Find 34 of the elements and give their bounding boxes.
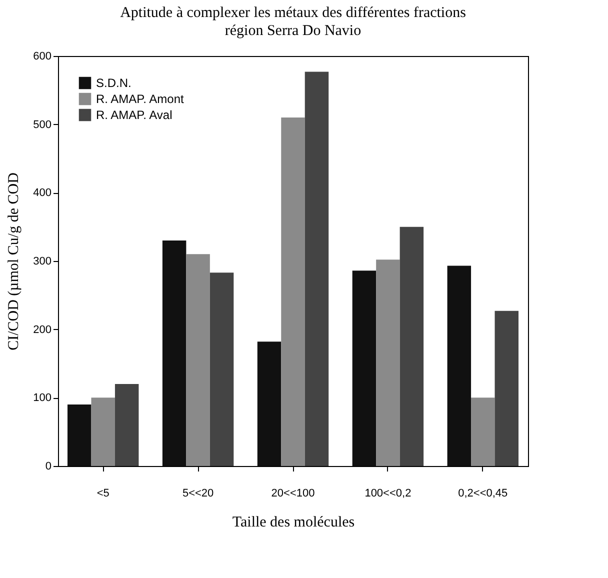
bar [281, 118, 305, 466]
chart-subtitle: région Serra Do Navio [224, 23, 362, 39]
bar [67, 404, 92, 466]
bar [447, 266, 472, 466]
bar [162, 240, 186, 466]
bar [114, 384, 139, 466]
x-tick-label: 20<<100 [271, 488, 315, 500]
y-axis-title: CI/COD (µmol Cu/g de COD [6, 172, 22, 350]
x-tick-label: 5<<20 [182, 488, 214, 500]
y-tick-label: 100 [33, 392, 52, 404]
bar [494, 310, 519, 466]
x-axis-title: Taille des molécules [232, 514, 355, 530]
bar [257, 342, 282, 466]
bar [91, 398, 115, 466]
y-tick-label: 200 [33, 324, 52, 336]
y-tick-label: 600 [33, 50, 52, 62]
y-tick-label: 0 [45, 460, 52, 472]
x-tick-label: 100<<0,2 [364, 488, 412, 500]
legend-label: R. AMAP. Amont [96, 92, 184, 106]
bar [376, 260, 400, 466]
x-tick-label: 0,2<<0,45 [458, 488, 508, 500]
y-tick-label: 300 [33, 256, 52, 268]
legend-label: S.D.N. [96, 76, 132, 90]
legend-label: R. AMAP. Aval [96, 108, 172, 122]
y-tick-label: 500 [33, 118, 52, 131]
bar [400, 226, 424, 466]
bar [471, 398, 495, 466]
bar [210, 272, 234, 466]
bar [186, 254, 210, 466]
y-tick-label: 400 [33, 187, 52, 200]
chart-title: Aptitude à complexer les métaux des différentes fractions [120, 5, 466, 21]
x-tick-label: <5 [96, 488, 110, 500]
bar [304, 72, 329, 466]
bar [352, 270, 376, 466]
